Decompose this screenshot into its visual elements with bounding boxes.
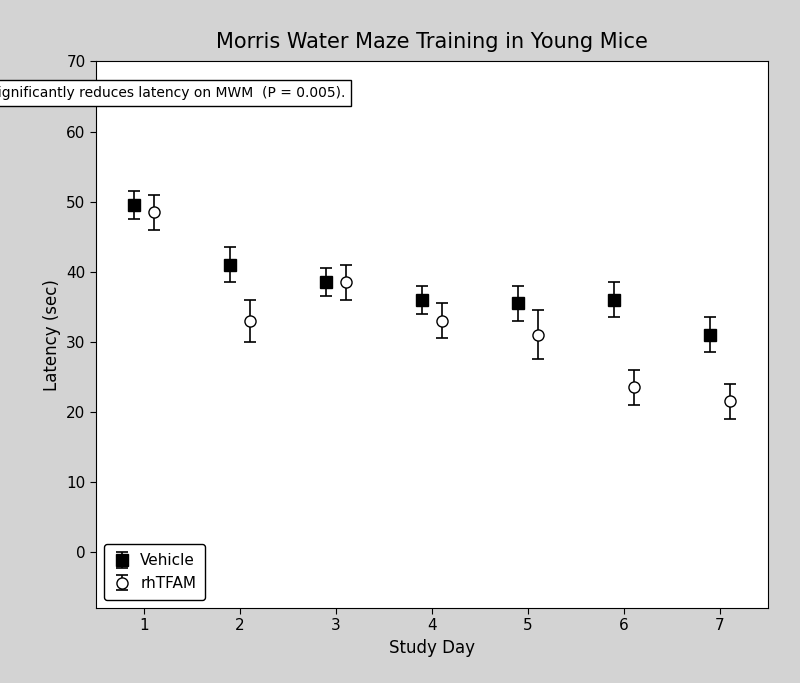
Title: Morris Water Maze Training in Young Mice: Morris Water Maze Training in Young Mice — [216, 31, 648, 52]
Y-axis label: Latency (sec): Latency (sec) — [42, 279, 61, 391]
Text: RhTFAM treatment significantly reduces latency on MWM  (P = 0.005).: RhTFAM treatment significantly reduces l… — [0, 86, 345, 100]
X-axis label: Study Day: Study Day — [389, 639, 475, 657]
Legend: Vehicle, rhTFAM: Vehicle, rhTFAM — [104, 544, 206, 600]
